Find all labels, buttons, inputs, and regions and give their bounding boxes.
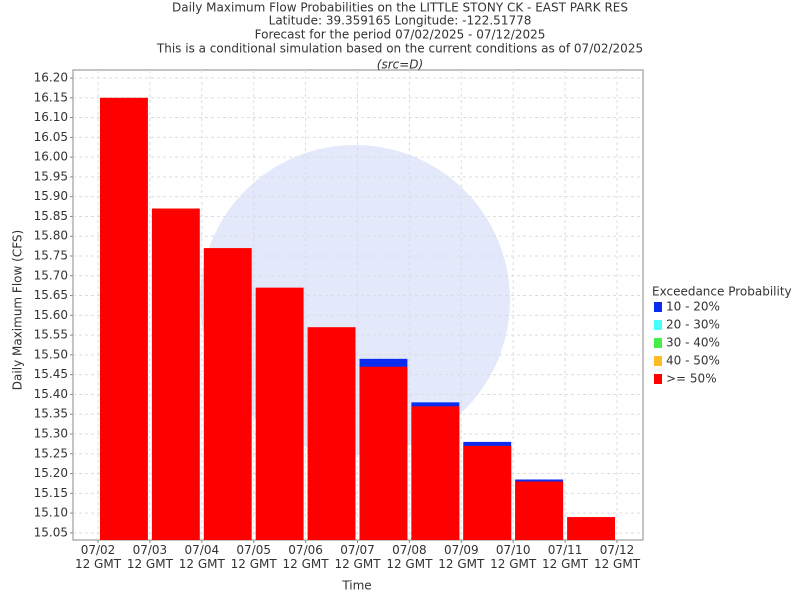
y-tick-label: 15.10 — [34, 506, 68, 520]
x-tick-label: 07/10 12 GMT — [490, 543, 537, 571]
y-tick-label: 16.05 — [34, 130, 68, 144]
x-tick-label: 07/12 12 GMT — [593, 543, 641, 571]
x-tick-label: 07/11 12 GMT — [542, 543, 589, 571]
x-tick-label: 07/07 12 GMT — [334, 543, 381, 571]
y-axis-label: Daily Maximum Flow (CFS) — [11, 230, 25, 390]
x-tick-label: 07/04 12 GMT — [178, 543, 225, 571]
legend-swatch — [654, 302, 662, 312]
legend-title: Exceedance Probability — [652, 285, 792, 299]
title-line: Forecast for the period 07/02/2025 - 07/… — [255, 28, 546, 42]
legend-label: 40 - 50% — [666, 354, 720, 368]
y-tick-label: 15.80 — [34, 229, 68, 243]
y-tick-label: 15.35 — [34, 407, 68, 421]
y-tick-label: 15.60 — [34, 308, 68, 322]
x-tick-label: 07/08 12 GMT — [386, 543, 433, 571]
y-tick-label: 15.15 — [34, 486, 68, 500]
y-tick-label: 16.20 — [34, 71, 68, 85]
y-tick-label: 15.45 — [34, 367, 68, 381]
legend-swatch — [654, 338, 662, 348]
y-tick-label: 15.50 — [34, 347, 68, 361]
y-tick-label: 15.65 — [34, 288, 68, 302]
bar — [463, 445, 512, 540]
y-tick-label: 15.30 — [34, 426, 68, 440]
x-tick-label: 07/03 12 GMT — [126, 543, 173, 571]
subtitle: (src=D) — [377, 58, 423, 72]
bar — [307, 327, 356, 540]
legend-label: 30 - 40% — [666, 336, 720, 350]
title-line: This is a conditional simulation based o… — [156, 42, 643, 56]
y-tick-label: 16.15 — [34, 90, 68, 104]
legend-swatch — [654, 374, 662, 384]
y-tick-label: 15.25 — [34, 446, 68, 460]
bar — [567, 517, 615, 540]
legend-swatch — [654, 356, 662, 366]
y-tick-label: 16.00 — [34, 150, 68, 164]
x-tick-label: 07/05 12 GMT — [230, 543, 277, 571]
y-tick-label: 15.95 — [34, 169, 68, 183]
x-tick-label: 07/02 12 GMT — [74, 543, 122, 571]
y-tick-label: 15.90 — [34, 189, 68, 203]
legend-label: >= 50% — [666, 372, 717, 386]
y-tick-label: 15.55 — [34, 328, 68, 342]
legend-label: 10 - 20% — [666, 300, 720, 314]
title-line: Latitude: 39.359165 Longitude: -122.5177… — [269, 14, 532, 28]
y-tick-label: 15.75 — [34, 248, 68, 262]
y-tick-label: 16.10 — [34, 110, 68, 124]
x-axis-label: Time — [341, 579, 371, 593]
bar — [255, 287, 304, 540]
y-tick-label: 15.05 — [34, 525, 68, 539]
y-tick-label: 15.20 — [34, 466, 68, 480]
bar — [359, 366, 408, 540]
y-tick-label: 15.70 — [34, 268, 68, 282]
legend-swatch — [654, 320, 662, 330]
title-line: Daily Maximum Flow Probabilities on the … — [172, 1, 628, 15]
y-tick-label: 15.40 — [34, 387, 68, 401]
y-tick-label: 15.85 — [34, 209, 68, 223]
legend-label: 20 - 30% — [666, 318, 720, 332]
bar — [515, 481, 564, 540]
x-tick-label: 07/06 12 GMT — [282, 543, 329, 571]
bar — [151, 208, 200, 540]
bar — [203, 248, 252, 540]
bar — [100, 97, 148, 540]
bar — [411, 406, 460, 540]
x-tick-label: 07/09 12 GMT — [438, 543, 485, 571]
